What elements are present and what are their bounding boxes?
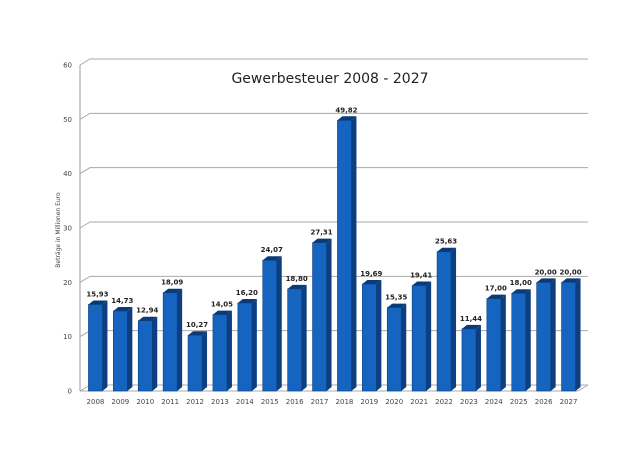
bar-2023: 11,44 [460, 315, 482, 392]
value-label: 11,44 [460, 315, 482, 323]
bar-2011: 18,09 [161, 279, 183, 392]
value-label: 10,27 [186, 321, 208, 329]
value-label: 27,31 [310, 229, 332, 237]
chart-title: Gewerbesteuer 2008 - 2027 [231, 71, 428, 87]
value-label: 18,80 [286, 275, 308, 283]
value-label: 14,05 [211, 301, 233, 309]
x-axis-ticks: 2008 2009 2010 2011 2012 2013 2014 2015 2016 2017… [87, 398, 578, 406]
bar-2008: 15,93 [86, 290, 109, 392]
bar-2009: 14,73 [111, 297, 134, 392]
value-label: 19,41 [410, 272, 432, 280]
bar-2017: 27,31 [310, 229, 333, 392]
x-tick-label: 2024 [485, 398, 503, 406]
y-tick-label: 50 [63, 116, 72, 124]
gridlines [79, 58, 589, 392]
bar-2018: 49,82 [335, 106, 358, 392]
bar-2014: 16,20 [236, 289, 258, 392]
x-tick-label: 2019 [360, 398, 378, 406]
value-label: 14,73 [111, 297, 133, 305]
x-tick-label: 2021 [410, 398, 428, 406]
x-tick-label: 2014 [236, 398, 254, 406]
bar-2016: 18,80 [286, 275, 308, 392]
x-tick-label: 2011 [161, 398, 179, 406]
bar-2019: 19,69 [360, 270, 383, 392]
value-label: 15,93 [86, 290, 108, 298]
value-label: 16,20 [236, 289, 258, 297]
bar-2024: 17,00 [485, 285, 507, 392]
value-label: 15,35 [385, 294, 407, 302]
y-tick-label: 30 [63, 225, 72, 233]
x-tick-label: 2018 [336, 398, 354, 406]
bar-2013: 14,05 [211, 301, 233, 392]
y-axis-label: Beträge in Millionen Euro [55, 192, 62, 268]
bar-2015: 24,07 [261, 246, 283, 392]
x-tick-label: 2022 [435, 398, 453, 406]
x-tick-label: 2026 [535, 398, 553, 406]
y-tick-label: 60 [63, 62, 72, 70]
y-tick-label: 10 [63, 333, 72, 341]
value-label: 49,82 [335, 106, 357, 114]
x-tick-label: 2008 [87, 398, 105, 406]
x-tick-label: 2023 [460, 398, 478, 406]
value-label: 19,69 [360, 270, 382, 278]
value-label: 25,63 [435, 238, 457, 246]
x-tick-label: 2012 [186, 398, 204, 406]
x-tick-label: 2009 [111, 398, 129, 406]
y-axis-ticks: 0 10 20 30 40 50 60 [63, 62, 72, 396]
bar-2026: 20,00 [535, 268, 557, 392]
value-label: 20,00 [559, 268, 581, 276]
y-tick-label: 40 [63, 170, 72, 178]
x-tick-label: 2027 [560, 398, 578, 406]
value-label: 24,07 [261, 246, 283, 254]
bar-2021: 19,41 [410, 272, 432, 392]
bar-2020: 15,35 [385, 294, 407, 392]
x-tick-label: 2020 [385, 398, 403, 406]
value-label: 20,00 [535, 268, 557, 276]
x-tick-label: 2017 [311, 398, 329, 406]
value-label: 18,00 [510, 279, 532, 287]
x-tick-label: 2013 [211, 398, 229, 406]
x-tick-label: 2015 [261, 398, 279, 406]
x-tick-label: 2025 [510, 398, 528, 406]
value-label: 18,09 [161, 279, 183, 287]
x-tick-label: 2010 [136, 398, 154, 406]
bar-2010: 12,94 [136, 307, 158, 392]
bar-2012: 10,27 [186, 321, 208, 392]
bar-2025: 18,00 [510, 279, 532, 392]
y-tick-label: 20 [63, 279, 72, 287]
value-label: 12,94 [136, 307, 158, 315]
bar-2027: 20,00 [559, 268, 582, 392]
x-tick-label: 2016 [286, 398, 304, 406]
bar-2022: 25,63 [435, 238, 457, 392]
value-label: 17,00 [485, 285, 507, 293]
y-tick-label: 0 [68, 388, 72, 396]
